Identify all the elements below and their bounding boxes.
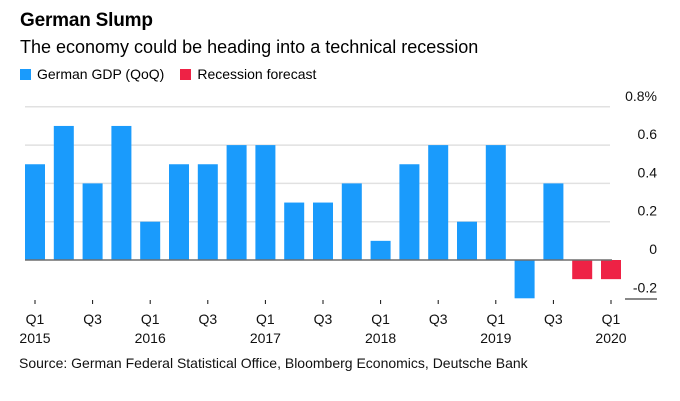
x-tick-label: Q1: [486, 311, 505, 327]
y-tick-label: 0: [649, 241, 657, 257]
legend-swatch-forecast: [180, 68, 192, 80]
bar-forecast: [572, 260, 593, 280]
bar-gdp: [82, 183, 103, 260]
chart-subtitle: The economy could be heading into a tech…: [20, 37, 479, 57]
bar-gdp: [514, 260, 535, 299]
bar-gdp: [485, 145, 506, 260]
x-tick-label: Q3: [544, 311, 563, 327]
y-tick-label: 0.8%: [625, 88, 657, 104]
bar-gdp: [25, 164, 45, 260]
bar-gdp: [457, 221, 477, 260]
legend-item-forecast: Recession forecast: [180, 66, 316, 82]
x-tick-label: Q3: [314, 311, 333, 327]
x-tick-year-label: 2018: [365, 330, 396, 346]
y-tick-label: 0.2: [638, 203, 658, 219]
x-tick-label: Q1: [371, 311, 390, 327]
y-tick-label: -0.2: [633, 279, 657, 295]
y-tick-label: 0.6: [638, 126, 658, 142]
bar-gdp: [226, 145, 247, 260]
x-tick-year-label: 2019: [480, 330, 511, 346]
legend-label-forecast: Recession forecast: [197, 66, 317, 82]
x-tick-label: Q1: [26, 311, 45, 327]
legend-item-gdp: German GDP (QoQ): [20, 66, 164, 82]
x-tick-year-label: 2016: [135, 330, 166, 346]
bar-gdp: [428, 145, 449, 260]
source-note: Source: German Federal Statistical Offic…: [19, 355, 528, 371]
bar-forecast: [601, 260, 621, 280]
x-tick-label: Q3: [83, 311, 102, 327]
bar-gdp: [284, 202, 305, 260]
x-tick-label: Q1: [602, 311, 621, 327]
bar-gdp: [111, 125, 132, 260]
legend-swatch-gdp: [20, 68, 31, 80]
x-tick-year-label: 2015: [19, 330, 50, 346]
bar-gdp: [313, 202, 333, 260]
bar-gdp: [399, 164, 420, 260]
x-tick-label: Q1: [141, 311, 160, 327]
bar-gdp: [370, 240, 391, 260]
y-tick-label: 0.4: [638, 164, 658, 180]
bar-gdp: [53, 125, 74, 260]
bar-gdp: [341, 183, 362, 260]
bar-gdp: [140, 221, 161, 260]
legend-label-gdp: German GDP (QoQ): [37, 66, 165, 82]
bar-gdp: [169, 164, 189, 260]
x-tick-year-label: 2020: [595, 330, 626, 346]
x-tick-label: Q3: [198, 311, 217, 327]
x-tick-label: Q3: [429, 311, 448, 327]
legend: German GDP (QoQ) Recession forecast: [20, 66, 332, 82]
bar-gdp: [197, 164, 218, 260]
x-tick-year-label: 2017: [250, 330, 281, 346]
chart-title: German Slump: [20, 10, 153, 31]
bar-gdp: [543, 183, 564, 260]
bar-gdp: [255, 145, 276, 260]
x-tick-label: Q1: [256, 311, 275, 327]
